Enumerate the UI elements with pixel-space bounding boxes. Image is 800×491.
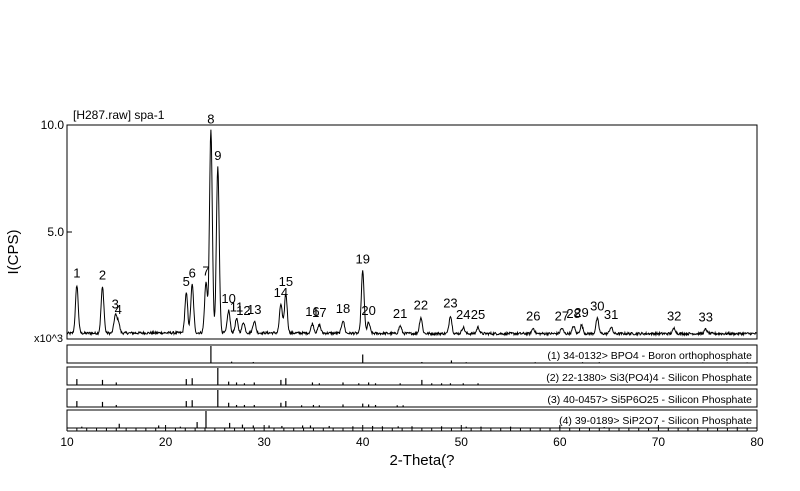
peak-label-15: 15: [279, 274, 293, 289]
peak-label-8: 8: [207, 111, 214, 126]
peak-label-11: 11: [230, 300, 244, 315]
x-tick-label: 50: [455, 435, 469, 449]
peak-label-26: 26: [526, 308, 540, 323]
peak-label-32: 32: [667, 308, 681, 323]
x-tick-label: 80: [750, 435, 764, 449]
peak-label-3: 3: [112, 297, 119, 312]
peak-label-19: 19: [355, 252, 369, 267]
peak-label-1: 1: [73, 266, 80, 281]
y-axis-label: I(CPS): [5, 229, 22, 274]
peak-label-22: 22: [414, 298, 428, 313]
x-tick-label: 70: [652, 435, 666, 449]
plot-frame: [66, 124, 758, 340]
peak-label-9: 9: [214, 148, 221, 163]
x-tick-label: 20: [159, 435, 173, 449]
peak-label-18: 18: [336, 301, 350, 316]
peak-label-14: 14: [274, 285, 288, 300]
peak-label-21: 21: [393, 306, 407, 321]
peak-label-33: 33: [699, 309, 713, 324]
peak-label-5: 5: [183, 274, 190, 289]
peak-label-28: 28: [566, 306, 580, 321]
peak-label-17: 17: [312, 305, 326, 320]
diffraction-profile: [66, 129, 758, 337]
peak-label-23: 23: [443, 295, 457, 310]
reference-strip-2: [66, 366, 758, 386]
y-tick-label: 5.0: [47, 225, 64, 239]
peak-label-10: 10: [221, 291, 235, 306]
reference-label-1: (1) 34-0132> BPO4 - Boron orthophosphate: [547, 350, 752, 362]
peak-label-20: 20: [361, 303, 375, 318]
y-tick-label: 10.0: [41, 118, 65, 132]
x-tick-label: 30: [257, 435, 271, 449]
reference-strip-3: [66, 388, 758, 408]
reference-label-3: (3) 40-0457> Si5P6O25 - Silicon Phosphat…: [547, 394, 752, 406]
peak-label-24: 24: [456, 307, 470, 322]
x-tick-label: 40: [356, 435, 370, 449]
chart-title: [H287.raw] spa-1: [73, 108, 165, 122]
reference-label-4: (4) 39-0189> SiP2O7 - Silicon Phosphate: [559, 415, 752, 427]
x-tick-label: 60: [553, 435, 567, 449]
reference-strip-1: [66, 344, 758, 364]
peak-label-4: 4: [115, 302, 122, 317]
x-axis-label: 2-Theta(?: [389, 452, 454, 469]
peak-label-30: 30: [590, 299, 604, 314]
y-multiplier-label: x10^3: [34, 333, 63, 345]
peak-label-16: 16: [305, 304, 319, 319]
peak-label-6: 6: [189, 266, 196, 281]
peak-label-13: 13: [247, 302, 261, 317]
peak-label-25: 25: [471, 307, 485, 322]
x-tick-label: 10: [60, 435, 74, 449]
peak-label-29: 29: [574, 305, 588, 320]
reference-label-2: (2) 22-1380> Si3(PO4)4 - Silicon Phospha…: [546, 372, 752, 384]
peak-label-7: 7: [202, 263, 209, 278]
peak-label-27: 27: [555, 308, 569, 323]
peak-label-12: 12: [236, 303, 250, 318]
peak-label-31: 31: [604, 307, 618, 322]
peak-label-2: 2: [99, 268, 106, 283]
